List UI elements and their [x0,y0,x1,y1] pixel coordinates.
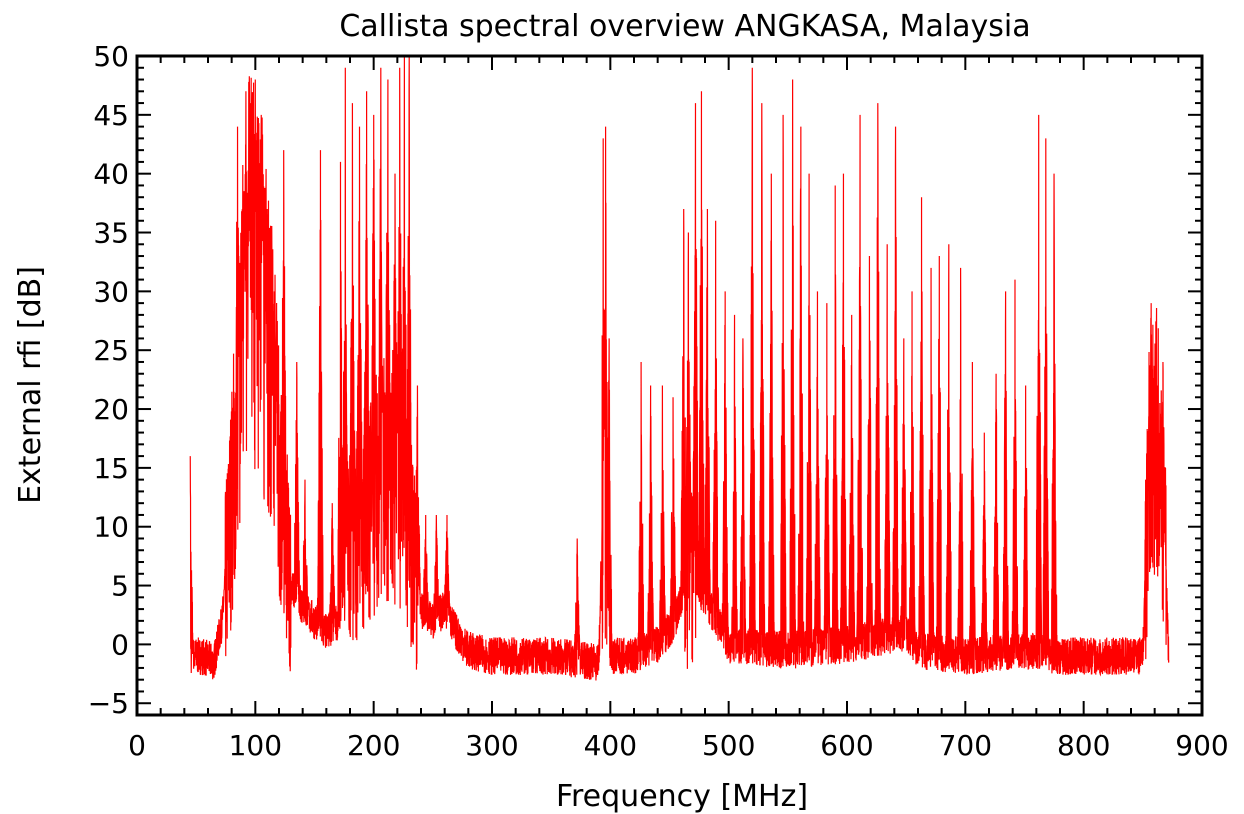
x-tick-label: 100 [229,729,282,762]
y-tick-label: 25 [93,334,129,367]
y-tick-label: 40 [93,158,129,191]
x-tick-label: 200 [347,729,400,762]
x-tick-label: 700 [939,729,992,762]
x-tick-label: 500 [702,729,755,762]
y-axis-label: External rfi [dB] [13,266,48,504]
x-axis-label: Frequency [MHz] [556,779,808,814]
series-line [189,56,1170,681]
x-tick-label: 0 [128,729,146,762]
y-tick-label: 0 [111,628,129,661]
y-tick-label: 5 [111,570,129,603]
x-tick-label: 900 [1175,729,1228,762]
y-tick-label: 30 [93,275,129,308]
x-tick-label: 300 [465,729,518,762]
chart-title: Callista spectral overview ANGKASA, Mala… [339,9,1030,44]
y-tick-label: 45 [93,99,129,132]
x-tick-label: 800 [1057,729,1110,762]
y-tick-label: 10 [93,511,129,544]
y-tick-label: 20 [93,393,129,426]
y-tick-label: −5 [88,687,129,720]
y-tick-label: 50 [93,40,129,73]
axes: 0 100 200 300 400 500 600 700 800 900 −5 0 5 10 15 20 25… [88,40,1229,762]
x-tick-label: 400 [584,729,637,762]
x-tick-label: 600 [820,729,873,762]
y-tick-label: 35 [93,217,129,250]
y-tick-label: 15 [93,452,129,485]
